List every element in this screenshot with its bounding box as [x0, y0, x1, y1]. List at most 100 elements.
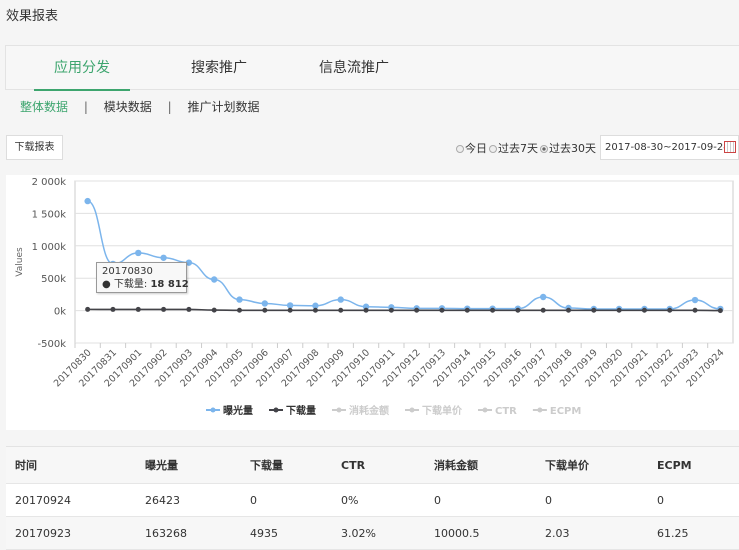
- radio-icon: [489, 145, 497, 153]
- data-point: [110, 306, 116, 312]
- data-point: [691, 296, 699, 304]
- y-tick-label: 2 000k: [32, 177, 67, 188]
- cell: 0: [545, 493, 552, 507]
- col-header: CTR: [341, 458, 366, 472]
- separator: |: [83, 100, 88, 114]
- data-point: [414, 307, 420, 313]
- legend-item[interactable]: ECPM: [550, 406, 581, 417]
- y-tick-label: 1 000k: [32, 242, 67, 253]
- data-point: [185, 259, 193, 266]
- cell: 0: [434, 493, 441, 507]
- tab-feed-promotion[interactable]: 信息流推广: [319, 60, 389, 76]
- col-header: 曝光量: [145, 459, 178, 472]
- range-label: 今日: [465, 142, 487, 155]
- range-label: 过去30天: [549, 142, 596, 155]
- line-chart: -500k 0k 500k 1 000k 1 500k 2 000k Values 20170…: [15, 177, 734, 417]
- subtab-overall[interactable]: 整体数据: [20, 100, 69, 114]
- data-point: [210, 276, 218, 283]
- data-point: [337, 296, 344, 303]
- sub-tabs: 整体数据 | 模块数据 | 推广计划数据: [20, 98, 267, 115]
- col-header: 消耗金额: [434, 459, 478, 472]
- calendar-icon[interactable]: [724, 141, 736, 153]
- data-point: [312, 307, 318, 313]
- data-point: [515, 307, 521, 313]
- data-point: [616, 307, 622, 313]
- subtab-plan[interactable]: 推广计划数据: [187, 100, 260, 114]
- data-point: [692, 307, 698, 313]
- data-point: [287, 307, 293, 313]
- data-point: [667, 307, 673, 313]
- data-point: [566, 307, 571, 313]
- data-point: [261, 300, 269, 307]
- y-tick-label: 0k: [54, 307, 66, 318]
- data-point: [262, 307, 268, 313]
- data-point: [388, 307, 394, 313]
- y-axis-label: Values: [15, 247, 25, 277]
- data-point: [539, 293, 547, 301]
- legend-marker-dot: [409, 407, 415, 413]
- download-report-button[interactable]: 下载报表: [6, 135, 63, 160]
- data-point: [85, 306, 91, 312]
- cell: 4935: [250, 526, 278, 540]
- date-range-input[interactable]: 2017-08-30~2017-09-24: [600, 135, 739, 160]
- data-point: [717, 308, 723, 314]
- tooltip-series: 下载量: [113, 279, 144, 290]
- col-header: 时间: [15, 459, 37, 472]
- col-header: 下载量: [250, 459, 283, 472]
- legend-item[interactable]: 下载单价: [422, 404, 463, 417]
- tooltip-date: 20170830: [102, 266, 153, 277]
- legend-marker-dot: [537, 407, 543, 413]
- data-point: [540, 307, 546, 313]
- cell: 2.03: [545, 526, 570, 540]
- data-point: [160, 254, 167, 261]
- legend-item[interactable]: 消耗金额: [349, 404, 389, 417]
- table-row: 20170924 26423 0 0% 0 0 0: [6, 484, 739, 517]
- report-table: 时间 曝光量 下载量 CTR 消耗金额 下载单价 ECPM 20170924 2…: [6, 446, 739, 550]
- data-point: [641, 307, 647, 313]
- legend-item[interactable]: 下载量: [286, 404, 316, 417]
- data-point: [362, 303, 370, 310]
- tooltip-line: ● 下载量: 18 812: [102, 279, 189, 290]
- table-row: 20170923 163268 4935 3.02% 10000.5 2.03 …: [6, 517, 739, 550]
- legend-marker-dot: [210, 407, 216, 413]
- data-point: [363, 307, 369, 313]
- cell: 0: [657, 493, 664, 507]
- data-point: [237, 307, 242, 313]
- data-point: [490, 307, 496, 313]
- data-point: [338, 307, 344, 313]
- col-header: ECPM: [657, 458, 692, 472]
- y-tick-label: 1 500k: [32, 209, 67, 220]
- legend-item[interactable]: CTR: [495, 406, 517, 417]
- y-tick-label: -500k: [38, 339, 67, 350]
- tab-app-distribution[interactable]: 应用分发: [34, 46, 130, 91]
- range-7days[interactable]: 过去7天: [489, 140, 538, 156]
- radio-icon: [456, 145, 464, 153]
- date-range-value: 2017-08-30~2017-09-24: [605, 142, 730, 153]
- range-today[interactable]: 今日: [456, 140, 487, 156]
- cell: 20170924: [15, 493, 71, 507]
- tooltip-value: 18 812: [150, 279, 189, 290]
- data-point: [84, 197, 91, 205]
- col-header: 下载单价: [545, 459, 589, 472]
- tab-search-promotion[interactable]: 搜索推广: [191, 60, 247, 76]
- data-point: [211, 307, 217, 313]
- cell: 163268: [145, 526, 187, 540]
- data-point: [439, 307, 445, 313]
- separator: |: [167, 100, 172, 114]
- subtab-module[interactable]: 模块数据: [103, 100, 152, 114]
- data-point: [135, 306, 141, 312]
- range-selector: 今日 过去7天 过去30天: [456, 140, 596, 156]
- radio-checked-icon: [540, 145, 548, 153]
- data-point: [286, 302, 294, 309]
- legend-marker-dot: [273, 407, 279, 413]
- data-point: [312, 302, 319, 309]
- cell: 0: [250, 493, 257, 507]
- chart-panel: -500k 0k 500k 1 000k 1 500k 2 000k Values 20170…: [6, 175, 739, 430]
- cell: 20170923: [15, 526, 71, 540]
- data-point: [236, 296, 243, 303]
- cell: 10000.5: [434, 526, 480, 540]
- legend-item[interactable]: 曝光量: [223, 404, 253, 417]
- cell: 3.02%: [341, 526, 376, 540]
- series-line-downloads: [87, 308, 721, 312]
- range-30days[interactable]: 过去30天: [540, 140, 596, 156]
